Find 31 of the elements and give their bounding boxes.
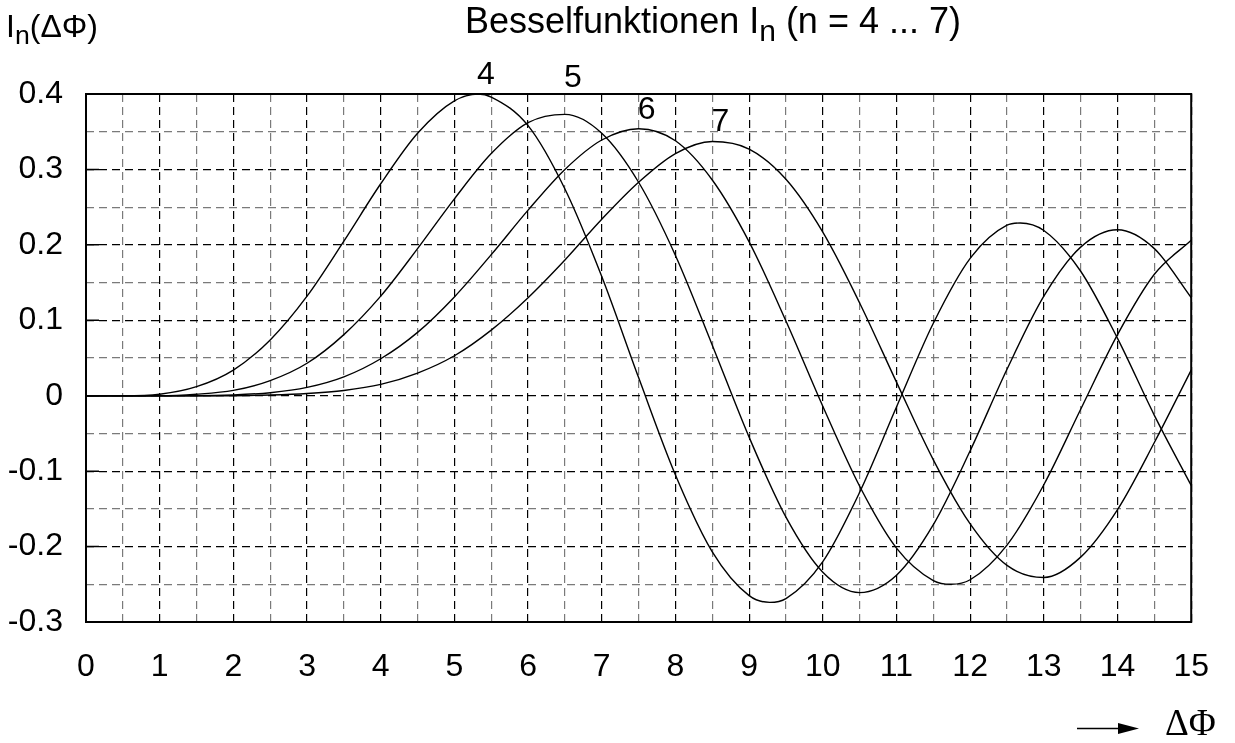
x-tick-label: 3 <box>298 647 316 684</box>
x-tick-label: 15 <box>1173 647 1209 684</box>
y-tick-label: 0 <box>45 375 63 412</box>
x-axis-title: ΔΦ <box>1165 702 1216 743</box>
chart-title: Besselfunktionen I$_{n}$ (n = 4 ... 7) <box>465 0 961 50</box>
y-tick-label: 0.2 <box>18 224 63 261</box>
x-tick-label: 8 <box>666 647 685 684</box>
y-tick-label: -0.2 <box>7 526 63 563</box>
y-tick-label: -0.3 <box>7 601 63 638</box>
y-tick-label: 0.3 <box>18 149 63 186</box>
x-tick-label: 13 <box>1026 647 1062 684</box>
x-tick-label: 0 <box>77 647 95 684</box>
series-label: 4 <box>477 54 495 91</box>
x-tick-label: 6 <box>519 647 537 684</box>
y-tick-label: 0.4 <box>18 73 63 110</box>
x-tick-label: 12 <box>952 647 988 684</box>
x-tick-label: 2 <box>224 647 243 684</box>
y-tick-label: -0.1 <box>7 450 63 487</box>
x-tick-label: 4 <box>371 647 390 684</box>
x-tick-label: 10 <box>805 647 841 684</box>
series-label: 7 <box>711 102 730 139</box>
x-tick-label: 1 <box>150 647 169 684</box>
y-axis-title: I$_{n}$(ΔΦ) <box>6 8 98 53</box>
x-tick-label: 7 <box>592 647 611 684</box>
x-tick-label: 5 <box>445 647 464 684</box>
series-label: 5 <box>564 57 582 94</box>
y-tick-label: 0.1 <box>18 300 63 337</box>
x-tick-label: 14 <box>1099 647 1136 684</box>
x-tick-label: 11 <box>879 647 914 684</box>
series-label: 6 <box>637 89 656 126</box>
x-tick-label: 9 <box>740 647 759 684</box>
